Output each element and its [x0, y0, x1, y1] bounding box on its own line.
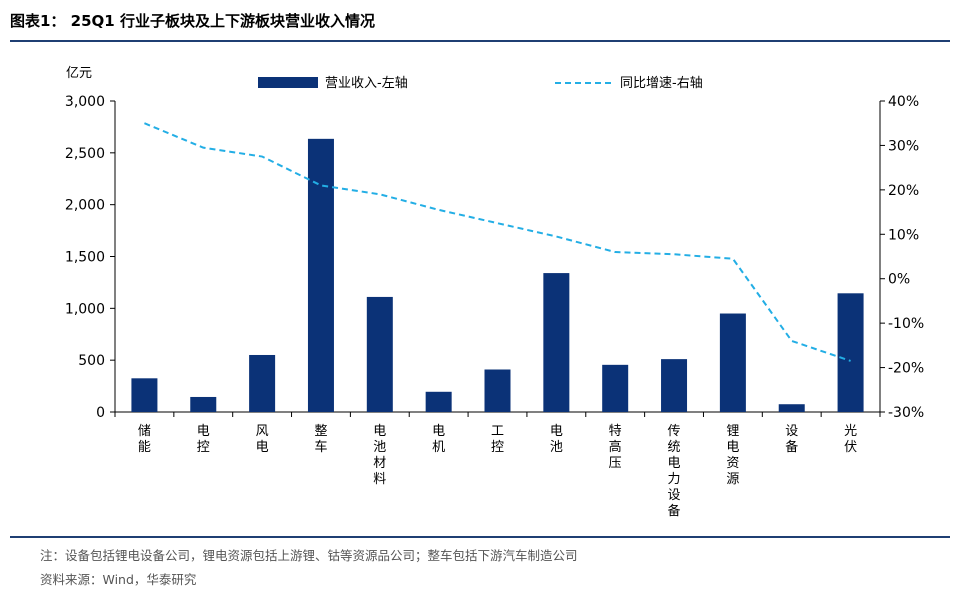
left-axis-unit: 亿元	[66, 66, 92, 81]
x-tick-label: 特高压	[609, 424, 622, 471]
bar	[837, 293, 864, 412]
legend-line-label: 同比增速-右轴	[620, 76, 703, 91]
right-tick-label: -10%	[888, 316, 924, 332]
x-tick-label: 储能	[138, 424, 151, 455]
legend-bar-label: 营业收入-左轴	[325, 76, 408, 91]
x-tick-label: 设备	[785, 424, 798, 455]
x-tick-label: 光伏	[844, 424, 857, 455]
right-tick-label: 30%	[888, 138, 919, 154]
bar	[425, 391, 452, 412]
right-tick-label: 40%	[888, 94, 919, 110]
left-tick-label: 1,000	[65, 301, 105, 317]
left-tick-label: 2,500	[65, 146, 105, 162]
footnote: 注：设备包括锂电设备公司，锂电资源包括上游锂、钴等资源品公司；整车包括下游汽车制…	[40, 548, 578, 563]
bar	[543, 273, 570, 412]
right-tick-label: 20%	[888, 183, 919, 199]
x-tick-label: 整车	[314, 424, 327, 455]
bar-series	[131, 138, 864, 413]
bar	[366, 296, 393, 412]
right-tick-label: -20%	[888, 361, 924, 377]
bar	[484, 369, 511, 412]
x-tick-label: 电控	[197, 424, 210, 455]
chart-legend: 营业收入-左轴 同比增速-右轴	[258, 76, 703, 91]
x-tick-label: 电池	[550, 424, 563, 455]
left-tick-label: 2,000	[65, 198, 105, 214]
bar	[778, 404, 805, 412]
left-tick-label: 3,000	[65, 94, 105, 110]
legend-bar-swatch	[258, 77, 318, 88]
x-tick-label: 工控	[491, 424, 504, 455]
bar	[602, 364, 629, 412]
growth-line	[144, 122, 851, 362]
left-tick-label: 0	[96, 405, 105, 421]
x-tick-label: 电机	[432, 424, 445, 455]
left-tick-label: 1,500	[65, 250, 105, 266]
title-rule	[10, 40, 950, 42]
right-tick-label: 10%	[888, 227, 919, 243]
bar	[249, 354, 276, 412]
left-tick-label: 500	[78, 353, 105, 369]
footer-rule	[10, 536, 950, 538]
figure-title: 图表1： 25Q1 行业子板块及上下游板块营业收入情况	[10, 12, 375, 30]
right-tick-label: -30%	[888, 405, 924, 421]
x-tick-label: 锂电资源	[726, 424, 739, 487]
bar	[131, 378, 158, 412]
chart-axes: 亿元 0 500 1,000 1,500 2,000 2,500 3,000 -30% -20% -…	[65, 66, 924, 421]
source-line: 资料来源：Wind，华泰研究	[40, 572, 197, 587]
bar	[190, 396, 217, 412]
right-tick-label: 0%	[888, 272, 910, 288]
bar	[719, 313, 746, 412]
x-tick-label: 风电	[256, 424, 269, 455]
x-tick-label: 电池材料	[373, 424, 386, 487]
line-series	[144, 122, 851, 362]
bar	[307, 138, 334, 413]
x-tick-label: 传统电力设备	[668, 424, 681, 519]
bar	[661, 359, 688, 412]
x-tick-labels: 储能 电控 风电 整车 电池材料 电机 工控 电池 特高压 传统电力设备 锂电资源 设备 光伏	[138, 424, 857, 519]
